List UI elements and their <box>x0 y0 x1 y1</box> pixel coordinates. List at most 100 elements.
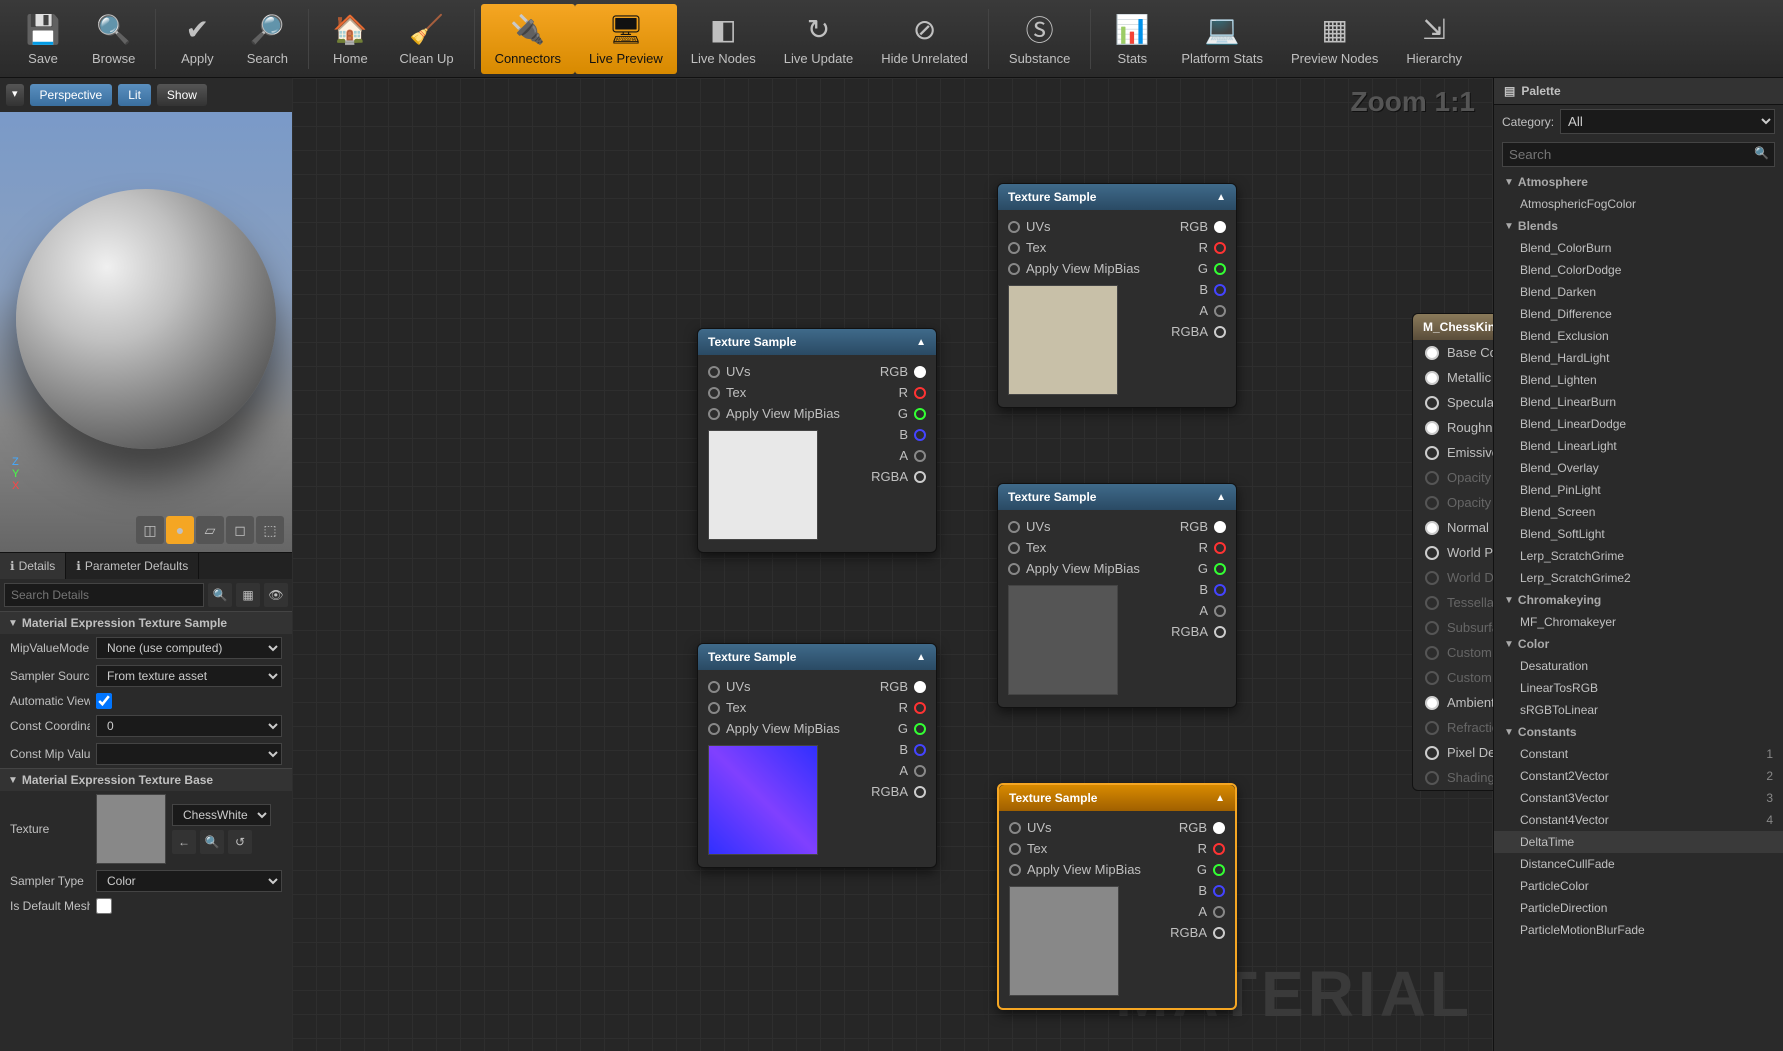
browse-asset-icon[interactable]: 🔍 <box>200 830 224 854</box>
palette-item-sRGBToLinear[interactable]: sRGBToLinear <box>1494 699 1783 721</box>
palette-item-DistanceCullFade[interactable]: DistanceCullFade <box>1494 853 1783 875</box>
palette-item-Blend_Overlay[interactable]: Blend_Overlay <box>1494 457 1783 479</box>
toolbar-home[interactable]: 🏠Home <box>315 4 385 74</box>
output-pin-RGB[interactable]: RGB <box>1161 216 1236 237</box>
result-pin-normal[interactable]: Normal <box>1413 515 1493 540</box>
palette-item-Blend_Difference[interactable]: Blend_Difference <box>1494 303 1783 325</box>
output-pin-RGB[interactable]: RGB <box>861 361 936 382</box>
toolbar-connectors[interactable]: 🔌Connectors <box>481 4 575 74</box>
palette-item-Blend_Exclusion[interactable]: Blend_Exclusion <box>1494 325 1783 347</box>
output-pin-A[interactable]: A <box>1161 600 1236 621</box>
output-pin-B[interactable]: B <box>1161 579 1236 600</box>
palette-item-ParticleMotionBlurFade[interactable]: ParticleMotionBlurFade <box>1494 919 1783 941</box>
Automatic View-checkbox[interactable] <box>96 693 112 709</box>
eye-icon[interactable]: 👁 <box>264 583 288 607</box>
output-pin-G[interactable]: G <box>861 403 936 424</box>
toolbar-hierarchy[interactable]: ⇲Hierarchy <box>1392 4 1476 74</box>
output-pin-G[interactable]: G <box>1161 258 1236 279</box>
input-pin-Apply View MipBias[interactable]: Apply View MipBias <box>698 403 861 424</box>
reset-icon[interactable]: ↺ <box>228 830 252 854</box>
input-pin-Tex[interactable]: Tex <box>999 838 1160 859</box>
texture-sample-node[interactable]: Texture Sample▲ UVsTexApply View MipBias… <box>997 183 1237 408</box>
result-pin-specular[interactable]: Specular <box>1413 390 1493 415</box>
toolbar-live-nodes[interactable]: ◧Live Nodes <box>677 4 770 74</box>
details-search-input[interactable] <box>4 583 204 607</box>
input-pin-Apply View MipBias[interactable]: Apply View MipBias <box>999 859 1160 880</box>
shape-custom[interactable]: ⬚ <box>256 516 284 544</box>
palette-item-Blend_ColorDodge[interactable]: Blend_ColorDodge <box>1494 259 1783 281</box>
toolbar-clean-up[interactable]: 🧹Clean Up <box>385 4 467 74</box>
toolbar-hide-unrelated[interactable]: ⊘Hide Unrelated <box>867 4 982 74</box>
palette-item-Constant2Vector[interactable]: Constant2Vector2 <box>1494 765 1783 787</box>
toolbar-live-update[interactable]: ↻Live Update <box>770 4 867 74</box>
toolbar-apply[interactable]: ✔Apply <box>162 4 232 74</box>
palette-category-color[interactable]: ▼Color <box>1494 633 1783 655</box>
output-pin-A[interactable]: A <box>861 760 936 781</box>
Const Coordinate-select[interactable]: 0 <box>96 715 282 737</box>
sampler-type-select[interactable]: Color <box>96 870 282 892</box>
palette-item-Lerp_ScratchGrime2[interactable]: Lerp_ScratchGrime2 <box>1494 567 1783 589</box>
output-pin-R[interactable]: R <box>861 382 936 403</box>
input-pin-Apply View MipBias[interactable]: Apply View MipBias <box>998 258 1161 279</box>
texture-sample-node[interactable]: Texture Sample▲ UVsTexApply View MipBias… <box>997 783 1237 1010</box>
result-pin-pixel-depth-offset[interactable]: Pixel Depth Offset <box>1413 740 1493 765</box>
toolbar-preview-nodes[interactable]: ▦Preview Nodes <box>1277 4 1392 74</box>
palette-item-Blend_HardLight[interactable]: Blend_HardLight <box>1494 347 1783 369</box>
shape-cube[interactable]: ◻ <box>226 516 254 544</box>
search-icon[interactable]: 🔍 <box>208 583 232 607</box>
palette-category-chromakeying[interactable]: ▼Chromakeying <box>1494 589 1783 611</box>
palette-category-constants[interactable]: ▼Constants <box>1494 721 1783 743</box>
input-pin-UVs[interactable]: UVs <box>998 216 1161 237</box>
palette-item-DeltaTime[interactable]: DeltaTime <box>1494 831 1783 853</box>
toolbar-save[interactable]: 💾Save <box>8 4 78 74</box>
palette-item-Constant3Vector[interactable]: Constant3Vector3 <box>1494 787 1783 809</box>
texture-sample-node[interactable]: Texture Sample▲ UVsTexApply View MipBias… <box>697 328 937 553</box>
shape-plane[interactable]: ▱ <box>196 516 224 544</box>
palette-item-Constant4Vector[interactable]: Constant4Vector4 <box>1494 809 1783 831</box>
shape-sphere[interactable]: ● <box>166 516 194 544</box>
output-pin-B[interactable]: B <box>861 424 936 445</box>
material-result-node[interactable]: M_ChessKing Base ColorMetallicSpecularRo… <box>1412 313 1493 791</box>
palette-category-atmosphere[interactable]: ▼Atmosphere <box>1494 171 1783 193</box>
output-pin-RGB[interactable]: RGB <box>861 676 936 697</box>
toolbar-search[interactable]: 🔎Search <box>232 4 302 74</box>
toolbar-substance[interactable]: ⓈSubstance <box>995 4 1084 74</box>
palette-item-AtmosphericFogColor[interactable]: AtmosphericFogColor <box>1494 193 1783 215</box>
result-pin-roughness[interactable]: Roughness <box>1413 415 1493 440</box>
palette-category-blends[interactable]: ▼Blends <box>1494 215 1783 237</box>
result-pin-metallic[interactable]: Metallic <box>1413 365 1493 390</box>
output-pin-G[interactable]: G <box>861 718 936 739</box>
output-pin-RGBA[interactable]: RGBA <box>861 781 936 802</box>
input-pin-UVs[interactable]: UVs <box>999 817 1160 838</box>
input-pin-UVs[interactable]: UVs <box>998 516 1161 537</box>
output-pin-RGBA[interactable]: RGBA <box>1161 321 1236 342</box>
Sampler Source-select[interactable]: From texture asset <box>96 665 282 687</box>
result-pin-base-color[interactable]: Base Color <box>1413 340 1493 365</box>
MipValueMode-select[interactable]: None (use computed) <box>96 637 282 659</box>
output-pin-R[interactable]: R <box>1160 838 1235 859</box>
toolbar-live-preview[interactable]: 🖥Live Preview <box>575 4 677 74</box>
category-select[interactable]: All <box>1560 109 1775 134</box>
grid-view-icon[interactable]: ▦ <box>236 583 260 607</box>
palette-item-Blend_Lighten[interactable]: Blend_Lighten <box>1494 369 1783 391</box>
toolbar-platform-stats[interactable]: 💻Platform Stats <box>1167 4 1277 74</box>
graph-canvas[interactable]: Zoom 1:1 MATERIAL Texture Sample▲ UVsTex… <box>292 78 1493 1051</box>
Const Mip Value-select[interactable] <box>96 743 282 765</box>
viewport-dropdown[interactable]: ▾ <box>6 84 24 106</box>
output-pin-B[interactable]: B <box>861 739 936 760</box>
palette-item-Blend_Screen[interactable]: Blend_Screen <box>1494 501 1783 523</box>
details-tab[interactable]: ℹDetails <box>0 553 66 579</box>
toolbar-stats[interactable]: 📊Stats <box>1097 4 1167 74</box>
result-pin-ambient-occlusion[interactable]: Ambient Occlusion <box>1413 690 1493 715</box>
input-pin-Tex[interactable]: Tex <box>698 382 861 403</box>
toolbar-browse[interactable]: 🔍Browse <box>78 4 149 74</box>
input-pin-Tex[interactable]: Tex <box>698 697 861 718</box>
output-pin-B[interactable]: B <box>1160 880 1235 901</box>
shape-cylinder[interactable]: ◫ <box>136 516 164 544</box>
palette-item-LinearTosRGB[interactable]: LinearTosRGB <box>1494 677 1783 699</box>
palette-item-Blend_PinLight[interactable]: Blend_PinLight <box>1494 479 1783 501</box>
palette-list[interactable]: ▼AtmosphereAtmosphericFogColor▼BlendsBle… <box>1494 171 1783 1051</box>
palette-search-input[interactable] <box>1502 142 1775 167</box>
input-pin-UVs[interactable]: UVs <box>698 361 861 382</box>
palette-item-Blend_ColorBurn[interactable]: Blend_ColorBurn <box>1494 237 1783 259</box>
